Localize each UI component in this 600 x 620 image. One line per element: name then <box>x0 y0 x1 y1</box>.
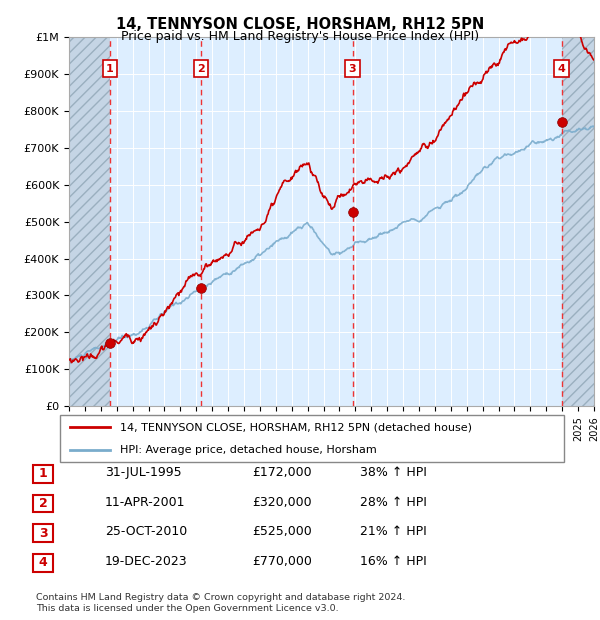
Text: Contains HM Land Registry data © Crown copyright and database right 2024.
This d: Contains HM Land Registry data © Crown c… <box>36 593 406 613</box>
Text: £172,000: £172,000 <box>252 466 311 479</box>
Bar <box>69 37 110 406</box>
FancyBboxPatch shape <box>33 495 53 512</box>
FancyBboxPatch shape <box>60 415 564 462</box>
Text: 14, TENNYSON CLOSE, HORSHAM, RH12 5PN: 14, TENNYSON CLOSE, HORSHAM, RH12 5PN <box>116 17 484 32</box>
Text: HPI: Average price, detached house, Horsham: HPI: Average price, detached house, Hors… <box>121 445 377 455</box>
Text: 3: 3 <box>349 64 356 74</box>
Bar <box>562 37 594 406</box>
Text: 19-DEC-2023: 19-DEC-2023 <box>105 556 188 568</box>
Text: 11-APR-2001: 11-APR-2001 <box>105 496 185 508</box>
FancyBboxPatch shape <box>33 525 53 542</box>
Text: 38% ↑ HPI: 38% ↑ HPI <box>360 466 427 479</box>
Text: 2: 2 <box>197 64 205 74</box>
FancyBboxPatch shape <box>33 554 53 572</box>
Text: 31-JUL-1995: 31-JUL-1995 <box>105 466 182 479</box>
Text: 1: 1 <box>39 467 47 480</box>
Text: 25-OCT-2010: 25-OCT-2010 <box>105 526 187 538</box>
Text: 4: 4 <box>39 557 47 569</box>
Text: 1: 1 <box>106 64 114 74</box>
Text: £770,000: £770,000 <box>252 556 312 568</box>
Text: 16% ↑ HPI: 16% ↑ HPI <box>360 556 427 568</box>
Text: £525,000: £525,000 <box>252 526 312 538</box>
Text: 28% ↑ HPI: 28% ↑ HPI <box>360 496 427 508</box>
Text: 3: 3 <box>39 527 47 539</box>
Text: 4: 4 <box>558 64 566 74</box>
FancyBboxPatch shape <box>33 465 53 482</box>
Text: £320,000: £320,000 <box>252 496 311 508</box>
Text: 14, TENNYSON CLOSE, HORSHAM, RH12 5PN (detached house): 14, TENNYSON CLOSE, HORSHAM, RH12 5PN (d… <box>121 422 472 432</box>
Text: 21% ↑ HPI: 21% ↑ HPI <box>360 526 427 538</box>
Text: 2: 2 <box>39 497 47 510</box>
Text: Price paid vs. HM Land Registry's House Price Index (HPI): Price paid vs. HM Land Registry's House … <box>121 30 479 43</box>
